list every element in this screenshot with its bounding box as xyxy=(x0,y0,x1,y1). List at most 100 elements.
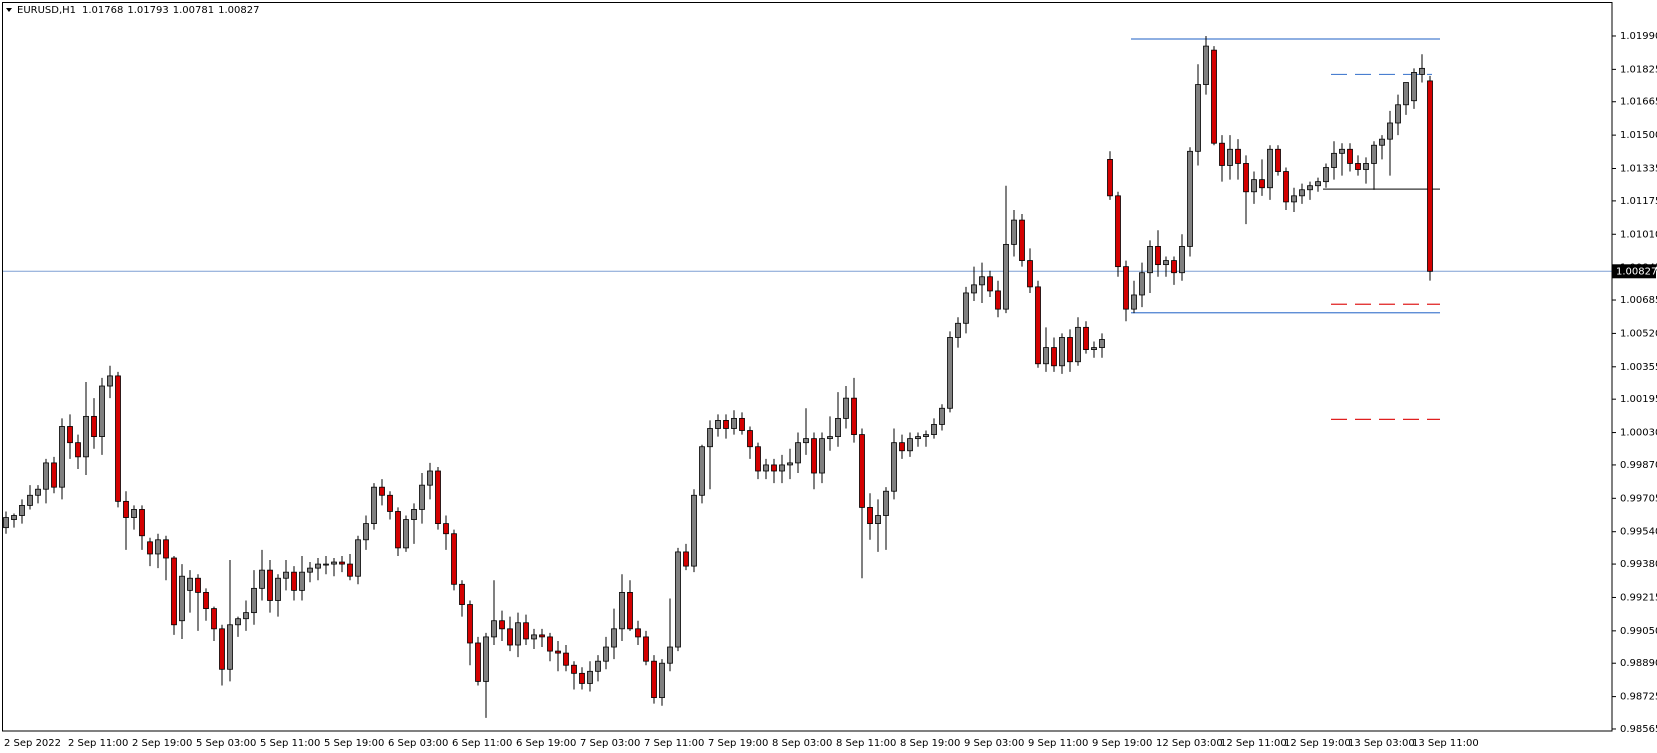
candle-body xyxy=(875,515,881,525)
candle-body xyxy=(171,557,177,626)
x-tick-label: 5 Sep 11:00 xyxy=(260,738,320,749)
candle-body xyxy=(451,533,457,585)
candle-body xyxy=(379,486,385,496)
y-tick-label: 1.00520 xyxy=(1620,328,1657,339)
candle-body xyxy=(419,484,425,510)
candle-body xyxy=(315,563,321,569)
y-tick-label: 0.98565 xyxy=(1620,724,1657,735)
y-tick-label: 1.00685 xyxy=(1620,295,1657,306)
candle-body xyxy=(1067,337,1073,363)
candle-body xyxy=(515,622,521,646)
x-tick-label: 7 Sep 19:00 xyxy=(708,738,768,749)
candle-body xyxy=(1203,45,1209,85)
candle-body xyxy=(75,442,81,458)
candle-body xyxy=(1323,167,1329,183)
candle-body xyxy=(659,662,665,699)
candle-body xyxy=(747,430,753,448)
candle-body xyxy=(459,583,465,605)
y-tick-label: 1.01990 xyxy=(1620,31,1657,42)
candle-body xyxy=(507,628,513,646)
candle-body xyxy=(147,541,153,555)
candle-body xyxy=(595,660,601,672)
candle-body xyxy=(1419,67,1425,75)
x-tick-label: 9 Sep 03:00 xyxy=(964,738,1024,749)
candle-body xyxy=(395,511,401,549)
candle-body xyxy=(579,672,585,684)
candle-body xyxy=(211,608,217,630)
x-tick-label: 7 Sep 11:00 xyxy=(644,738,704,749)
candle-body xyxy=(1275,148,1281,172)
candle-body xyxy=(107,375,113,387)
candle-body xyxy=(1355,163,1361,170)
candle-body xyxy=(83,415,89,458)
candle-body xyxy=(1283,171,1289,203)
candle-body xyxy=(763,464,769,472)
y-tick-label: 1.00355 xyxy=(1620,362,1657,373)
candle-body xyxy=(139,509,145,537)
candle-body xyxy=(91,415,97,438)
candle-body xyxy=(907,438,913,452)
candle-body xyxy=(59,426,65,488)
candle-body xyxy=(1315,181,1321,187)
candle-body xyxy=(179,575,185,622)
candle-body xyxy=(1379,138,1385,146)
candle-body xyxy=(603,646,609,662)
candle-body xyxy=(971,284,977,294)
candle-body xyxy=(555,650,561,654)
candle-body xyxy=(491,620,497,638)
x-tick-label: 8 Sep 11:00 xyxy=(836,738,896,749)
candle-body xyxy=(851,397,857,435)
x-tick-label: 5 Sep 03:00 xyxy=(196,738,256,749)
candle-body xyxy=(51,462,57,488)
candle-body xyxy=(371,486,377,525)
x-tick-label: 2 Sep 11:00 xyxy=(68,738,128,749)
candle-body xyxy=(187,577,193,591)
candle-body xyxy=(667,646,673,664)
candle-body xyxy=(251,587,257,614)
candle-body xyxy=(1043,347,1049,365)
x-tick-label: 7 Sep 03:00 xyxy=(580,738,640,749)
candle-body xyxy=(915,436,921,440)
close-value: 1.00827 xyxy=(218,5,259,16)
y-tick-label: 0.99215 xyxy=(1620,592,1657,603)
menu-arrow[interactable] xyxy=(6,8,12,12)
candle-body xyxy=(787,462,793,466)
x-tick-label: 6 Sep 11:00 xyxy=(452,738,512,749)
candle-body xyxy=(843,397,849,419)
candle-body xyxy=(1003,243,1009,310)
candle-body xyxy=(347,563,353,577)
price-box xyxy=(1612,264,1656,279)
candle-body xyxy=(283,571,289,579)
x-tick-label: 8 Sep 19:00 xyxy=(900,738,960,749)
candle-body xyxy=(1339,148,1345,154)
candle-body xyxy=(363,523,369,541)
candle-body xyxy=(523,622,529,640)
candle-body xyxy=(1267,148,1273,189)
candle-body xyxy=(755,446,761,472)
candle-body xyxy=(803,438,809,444)
candle-body xyxy=(1147,246,1153,274)
candle-body xyxy=(1179,246,1185,274)
candle-body xyxy=(355,539,361,577)
candle-body xyxy=(827,436,833,440)
candle-body xyxy=(651,660,657,699)
candle-body xyxy=(1251,179,1257,193)
candle-body xyxy=(483,636,489,682)
candle-body xyxy=(443,523,449,535)
y-tick-label: 1.01825 xyxy=(1620,64,1657,75)
candle-body xyxy=(155,539,161,555)
candle-body xyxy=(1235,148,1241,164)
x-tick-label: 2 Sep 19:00 xyxy=(132,738,192,749)
candle-body xyxy=(987,276,993,292)
candle-body xyxy=(411,509,417,520)
candle-body xyxy=(1195,84,1201,152)
candle-body xyxy=(947,337,953,409)
candle-body xyxy=(467,604,473,644)
candle-body xyxy=(1091,347,1097,350)
candle-body xyxy=(387,494,393,512)
x-tick-label: 6 Sep 19:00 xyxy=(516,738,576,749)
candle-body xyxy=(203,592,209,609)
